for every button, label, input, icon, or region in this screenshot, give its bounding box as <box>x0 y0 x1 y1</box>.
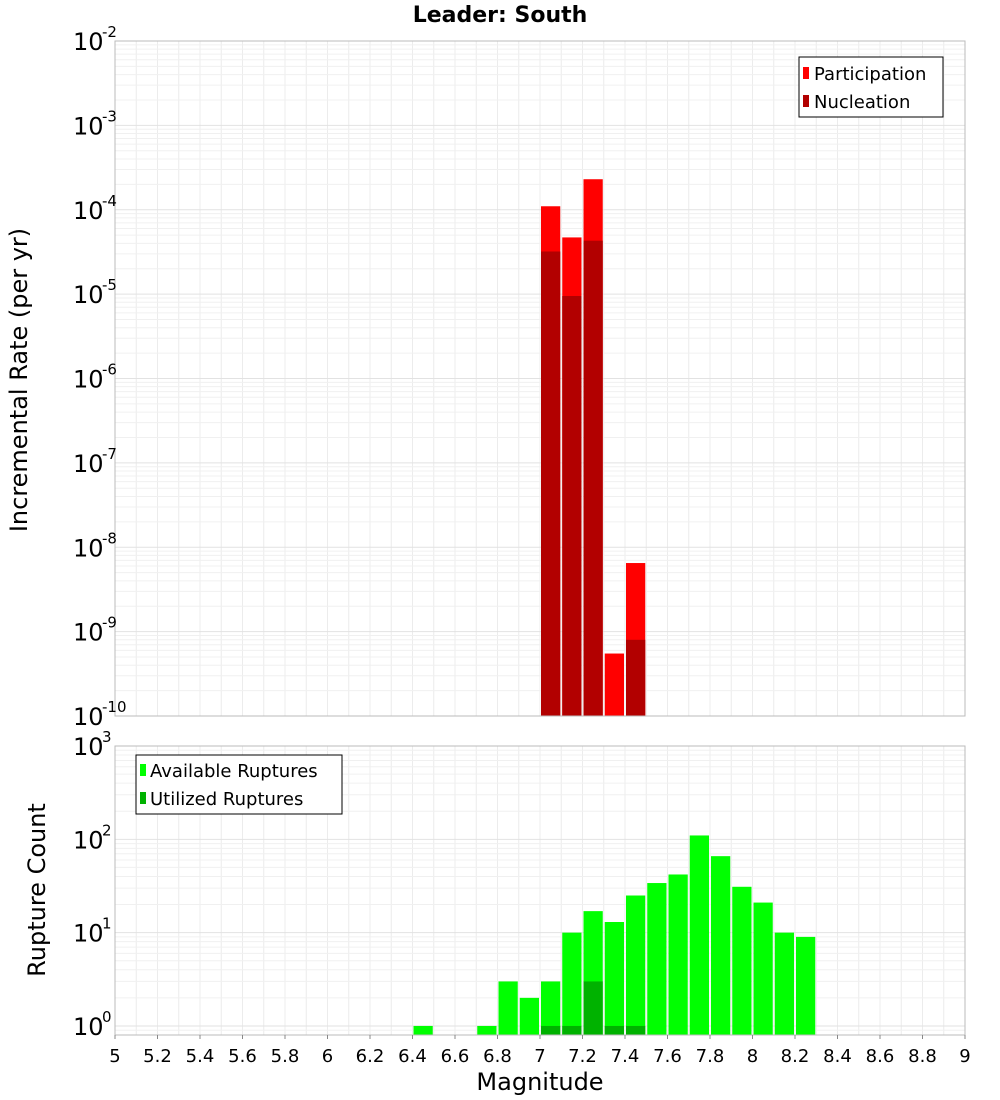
legend-swatch-nucleation <box>803 95 809 107</box>
x-tick-label: 8 <box>747 1046 758 1067</box>
top-y-tick-exponent: -7 <box>102 445 117 463</box>
top-y-tick-label: 10 <box>73 28 104 56</box>
bottom-y-tick-exponent: 1 <box>102 915 112 933</box>
legend-swatch-available-ruptures <box>140 764 146 776</box>
x-tick-label: 8.4 <box>823 1046 852 1067</box>
x-axis-label: Magnitude <box>476 1068 603 1096</box>
top-y-tick-exponent: -10 <box>102 698 127 716</box>
top-y-axis-label: Incremental Rate (per yr) <box>5 228 33 532</box>
bottom-bar-utilized-ruptures <box>541 1025 561 1035</box>
x-tick-label: 6.6 <box>441 1046 470 1067</box>
chart-title: Leader: South <box>413 3 588 28</box>
bottom-y-tick-exponent: 3 <box>102 728 112 746</box>
x-tick-label: 7 <box>534 1046 545 1067</box>
bottom-bar-available-ruptures <box>796 936 816 1035</box>
bottom-y-tick-exponent: 2 <box>102 821 112 839</box>
bottom-bar-available-ruptures <box>774 932 794 1035</box>
bottom-y-tick-exponent: 0 <box>102 1008 112 1026</box>
bottom-panel-bars <box>413 835 816 1035</box>
legend-label-participation: Participation <box>814 64 926 85</box>
top-y-tick-exponent: -5 <box>102 276 117 294</box>
x-tick-label: 6.8 <box>483 1046 512 1067</box>
bottom-bar-available-ruptures <box>689 835 709 1035</box>
x-tick-label: 5.2 <box>143 1046 172 1067</box>
top-y-tick-exponent: -6 <box>102 361 117 379</box>
x-tick-label: 7.4 <box>611 1046 640 1067</box>
x-tick-label: 7.6 <box>653 1046 682 1067</box>
bottom-bar-utilized-ruptures <box>626 1025 646 1035</box>
bottom-bar-available-ruptures <box>732 886 752 1035</box>
legend-swatch-utilized-ruptures <box>140 792 146 804</box>
x-tick-label: 6.2 <box>356 1046 385 1067</box>
top-panel-grid <box>114 41 966 717</box>
bottom-bar-available-ruptures <box>498 981 518 1035</box>
top-y-tick-exponent: -3 <box>102 107 117 125</box>
bottom-bar-available-ruptures <box>477 1025 497 1035</box>
bottom-y-tick-label: 10 <box>73 1013 104 1041</box>
top-y-tick-exponent: -8 <box>102 529 117 547</box>
top-y-tick-exponent: -9 <box>102 614 117 632</box>
bottom-bar-available-ruptures <box>562 932 582 1035</box>
bottom-bar-available-ruptures <box>626 895 646 1035</box>
legend-label-utilized-ruptures: Utilized Ruptures <box>150 789 303 810</box>
x-tick-label: 5.4 <box>186 1046 215 1067</box>
top-bar-nucleation <box>626 639 646 716</box>
bottom-bar-available-ruptures <box>519 997 539 1035</box>
x-tick-label: 6 <box>322 1046 333 1067</box>
top-y-tick-exponent: -2 <box>102 23 117 41</box>
top-legend: Participation Nucleation <box>798 56 944 118</box>
x-axis-ticks: 5 5.2 5.4 5.6 5.8 6 6.2 6.4 6.6 6.8 7 7.2 7.4 7.6 7.8 8… <box>109 1035 971 1067</box>
x-tick-label: 9 <box>959 1046 970 1067</box>
bottom-bar-available-ruptures <box>413 1025 433 1035</box>
bottom-y-tick-label: 10 <box>73 733 104 761</box>
top-bar-participation <box>604 653 624 716</box>
top-y-tick-label: 10 <box>73 197 104 225</box>
top-y-tick-exponent: -4 <box>102 192 117 210</box>
top-panel-bars <box>541 179 646 717</box>
legend-swatch-participation <box>803 67 809 79</box>
top-y-tick-label: 10 <box>73 534 104 562</box>
x-tick-label: 5.6 <box>228 1046 257 1067</box>
bottom-legend: Available Ruptures Utilized Ruptures <box>135 754 343 815</box>
legend-label-available-ruptures: Available Ruptures <box>150 761 318 782</box>
top-y-tick-label: 10 <box>73 450 104 478</box>
top-y-tick-label: 10 <box>73 619 104 647</box>
x-tick-label: 5 <box>109 1046 120 1067</box>
bottom-bar-available-ruptures <box>753 902 773 1035</box>
legend-label-nucleation: Nucleation <box>814 92 910 113</box>
top-bar-nucleation <box>541 251 561 716</box>
bottom-bar-available-ruptures <box>668 874 688 1035</box>
bottom-bar-available-ruptures <box>711 856 731 1035</box>
x-tick-label: 8.6 <box>866 1046 895 1067</box>
x-tick-label: 8.8 <box>908 1046 937 1067</box>
top-panel-frame <box>114 40 966 717</box>
x-tick-label: 5.8 <box>271 1046 300 1067</box>
top-y-tick-label: 10 <box>73 366 104 394</box>
bottom-bar-utilized-ruptures <box>604 1025 624 1035</box>
x-tick-label: 6.4 <box>398 1046 427 1067</box>
bottom-bar-available-ruptures <box>541 981 561 1035</box>
top-bar-nucleation <box>583 240 603 717</box>
top-bar-nucleation <box>562 296 582 716</box>
bottom-y-tick-label: 10 <box>73 826 104 854</box>
bottom-y-axis-label: Rupture Count <box>23 803 51 977</box>
x-tick-label: 7.8 <box>696 1046 725 1067</box>
x-tick-label: 8.2 <box>781 1046 810 1067</box>
top-y-tick-label: 10 <box>73 112 104 140</box>
bottom-bar-available-ruptures <box>604 922 624 1035</box>
bottom-bar-utilized-ruptures <box>583 981 603 1035</box>
bottom-bar-available-ruptures <box>647 883 667 1035</box>
top-y-tick-label: 10 <box>73 703 104 731</box>
bottom-y-tick-label: 10 <box>73 920 104 948</box>
bottom-bar-utilized-ruptures <box>562 1025 582 1035</box>
x-tick-label: 7.2 <box>568 1046 597 1067</box>
top-y-tick-label: 10 <box>73 281 104 309</box>
